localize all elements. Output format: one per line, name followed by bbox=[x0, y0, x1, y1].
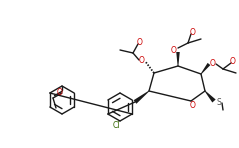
Polygon shape bbox=[201, 63, 210, 74]
Text: O: O bbox=[210, 58, 216, 67]
Text: S: S bbox=[217, 98, 221, 107]
Text: Cl: Cl bbox=[112, 122, 120, 131]
Text: O: O bbox=[171, 45, 177, 54]
Polygon shape bbox=[134, 91, 149, 104]
Text: O: O bbox=[230, 57, 236, 66]
Text: O: O bbox=[190, 28, 196, 37]
Polygon shape bbox=[176, 52, 180, 66]
Text: O: O bbox=[190, 100, 196, 110]
Text: O: O bbox=[137, 37, 143, 46]
Text: O: O bbox=[139, 56, 145, 65]
Text: O: O bbox=[57, 87, 63, 96]
Polygon shape bbox=[205, 91, 216, 103]
